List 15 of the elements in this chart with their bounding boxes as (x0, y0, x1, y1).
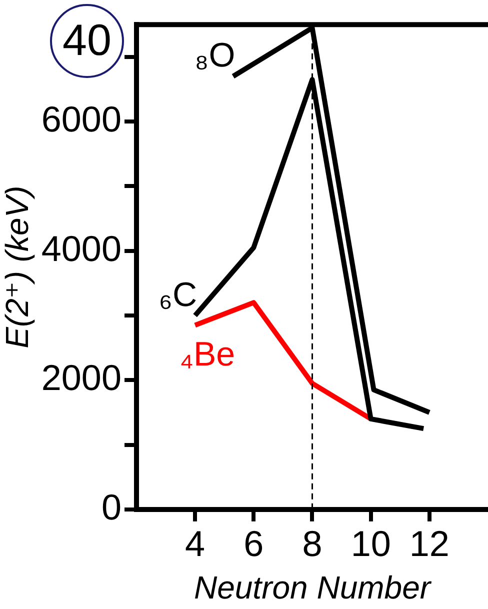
y-axis-title: E(2⁺) (keV) (0, 186, 36, 348)
x-tick-label: 4 (185, 522, 206, 564)
x-tick-label: 10 (350, 522, 391, 564)
x-tick-label: 12 (409, 522, 450, 564)
series-label: ₄Be (180, 336, 236, 374)
y-tick-label: 4000 (41, 228, 122, 269)
y-tick-label: 6000 (41, 98, 122, 140)
y-tick-label: 0 (101, 486, 122, 528)
x-axis-title: Neutron Number (194, 570, 432, 606)
y-tick-label: 2000 (41, 357, 122, 398)
legend-label: ₆C (158, 276, 198, 314)
x-tick-label: 6 (244, 522, 264, 564)
legend-label: ₈O (194, 36, 236, 75)
text: 40 (50, 4, 124, 78)
x-tick-label: 8 (302, 522, 322, 564)
